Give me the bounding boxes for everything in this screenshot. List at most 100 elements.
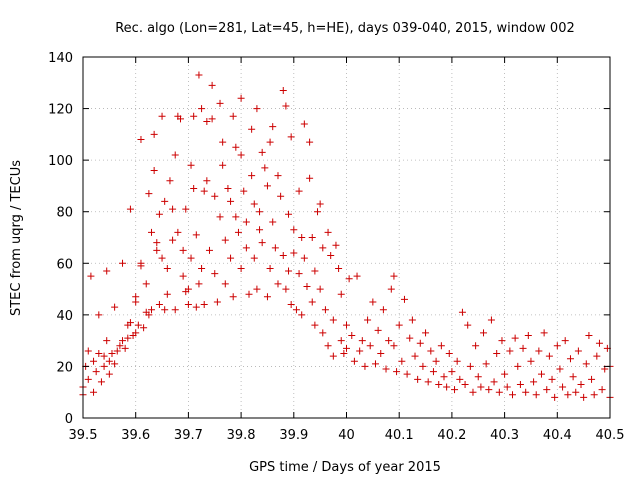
data-point: [501, 370, 509, 378]
data-point: [306, 138, 314, 146]
x-tick-label: 40.5: [596, 428, 625, 443]
data-point: [516, 380, 524, 388]
data-point: [427, 347, 435, 355]
data-point: [174, 228, 182, 236]
y-tick-label: 40: [56, 309, 73, 324]
data-point: [395, 321, 403, 329]
data-point: [150, 130, 158, 138]
data-point: [461, 380, 469, 388]
data-point: [580, 393, 588, 401]
data-point: [514, 362, 522, 370]
data-point: [432, 357, 440, 365]
data-point: [274, 280, 282, 288]
data-point: [566, 355, 574, 363]
y-tick-label: 60: [56, 257, 73, 272]
data-point: [285, 210, 293, 218]
y-tick-label: 120: [48, 103, 73, 118]
data-point: [161, 306, 169, 314]
data-point: [482, 360, 490, 368]
data-point: [95, 350, 103, 358]
data-point: [448, 368, 456, 376]
data-point: [532, 391, 540, 399]
chart-title: Rec. algo (Lon=281, Lat=45, h=HE), days …: [115, 21, 575, 36]
data-point: [234, 228, 242, 236]
data-point: [553, 342, 561, 350]
data-point: [105, 370, 113, 378]
grid: [83, 57, 610, 418]
data-point: [148, 228, 156, 236]
data-point: [393, 368, 401, 376]
data-point: [440, 373, 448, 381]
data-point: [435, 380, 443, 388]
data-point: [113, 347, 121, 355]
data-point: [466, 362, 474, 370]
data-point: [295, 270, 303, 278]
data-point: [100, 362, 108, 370]
x-tick-label: 39.5: [69, 428, 98, 443]
data-point: [269, 218, 277, 226]
data-point: [319, 244, 327, 252]
data-point: [195, 280, 203, 288]
data-point: [593, 352, 601, 360]
data-point: [451, 386, 459, 394]
data-point: [287, 301, 295, 309]
data-point: [266, 138, 274, 146]
data-point: [300, 120, 308, 128]
data-point: [92, 368, 100, 376]
data-point: [90, 357, 98, 365]
data-point: [200, 301, 208, 309]
y-tick-label: 140: [48, 51, 73, 66]
data-point: [337, 290, 345, 298]
data-point: [269, 123, 277, 131]
data-point: [472, 342, 480, 350]
data-point: [103, 337, 111, 345]
data-point: [248, 172, 256, 180]
data-point: [551, 393, 559, 401]
data-point: [282, 285, 290, 293]
data-point: [256, 226, 264, 234]
data-point: [205, 246, 213, 254]
data-point: [219, 138, 227, 146]
data-point: [564, 391, 572, 399]
data-point: [158, 112, 166, 120]
data-point: [216, 213, 224, 221]
y-axis-label: STEC from uqrg / TECUs: [9, 160, 24, 316]
data-point: [530, 378, 538, 386]
data-point: [414, 375, 422, 383]
data-point: [295, 187, 303, 195]
data-point: [137, 259, 145, 267]
data-point: [161, 197, 169, 205]
data-point: [279, 252, 287, 260]
data-point: [306, 174, 314, 182]
data-point: [371, 360, 379, 368]
data-point: [95, 311, 103, 319]
data-point: [187, 254, 195, 262]
data-point: [374, 326, 382, 334]
data-point: [277, 192, 285, 200]
data-point: [192, 303, 200, 311]
x-tick-label: 40.1: [385, 428, 414, 443]
data-point: [377, 350, 385, 358]
data-point: [253, 105, 261, 113]
data-point: [232, 143, 240, 151]
data-point: [408, 316, 416, 324]
data-point: [240, 187, 248, 195]
data-point: [411, 352, 419, 360]
data-point: [379, 306, 387, 314]
data-point: [87, 272, 95, 280]
data-point: [522, 388, 530, 396]
data-point: [424, 378, 432, 386]
data-point: [237, 151, 245, 159]
data-point: [308, 234, 316, 241]
data-point: [400, 295, 408, 303]
data-point: [321, 306, 329, 314]
data-point: [258, 239, 266, 247]
data-point: [358, 337, 366, 345]
data-point: [116, 342, 124, 350]
data-point: [324, 228, 332, 236]
data-point: [224, 185, 232, 193]
data-point: [274, 172, 282, 180]
data-point: [543, 386, 551, 394]
data-point: [97, 378, 105, 386]
data-point: [203, 117, 211, 125]
